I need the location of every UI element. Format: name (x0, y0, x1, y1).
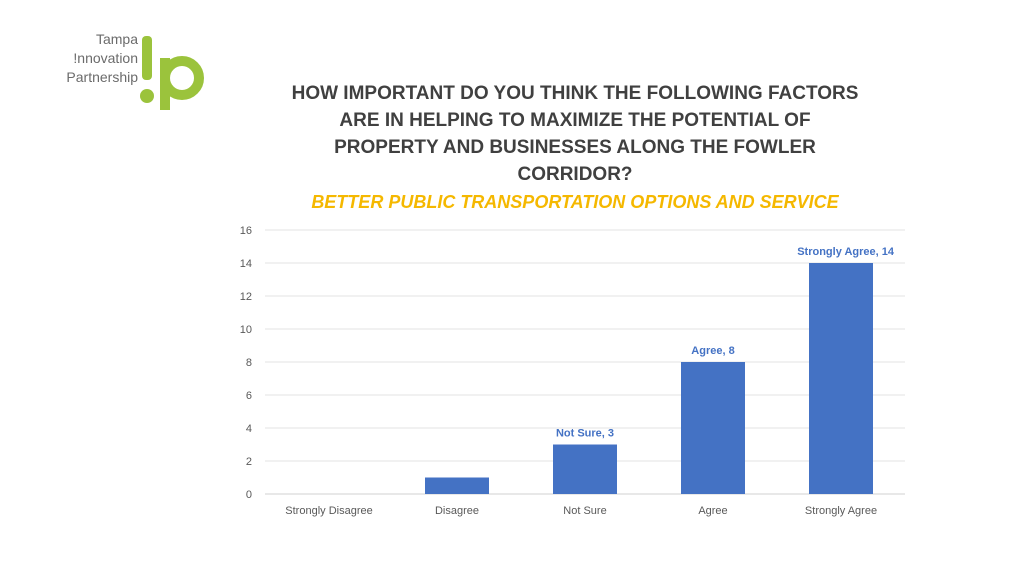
y-tick-label: 16 (240, 225, 252, 237)
x-category-label: Strongly Disagree (285, 505, 372, 517)
logo: Tampa !nnovation Partnership (58, 30, 208, 110)
data-label: Not Sure, 3 (556, 428, 614, 440)
logo-line-partnership: Partnership (66, 69, 138, 85)
x-category-label: Disagree (435, 505, 479, 517)
chart-subtitle: BETTER PUBLIC TRANSPORTATION OPTIONS AND… (311, 192, 839, 212)
y-tick-label: 6 (246, 390, 252, 402)
y-tick-label: 14 (240, 258, 252, 270)
x-category-label: Strongly Agree (805, 505, 877, 517)
logo-line-innovation: !nnovation (73, 50, 138, 66)
y-tick-label: 0 (246, 489, 252, 501)
logo-line-tampa: Tampa (95, 31, 138, 47)
bar (553, 444, 617, 494)
data-label: Strongly Agree, 14 (797, 246, 895, 258)
y-tick-label: 4 (246, 423, 252, 435)
bar (681, 362, 745, 494)
y-tick-label: 8 (246, 357, 252, 369)
y-tick-label: 12 (240, 291, 252, 303)
y-tick-label: 2 (246, 456, 252, 468)
bar (809, 263, 873, 494)
logo-ip-mark-icon (140, 36, 204, 110)
x-category-label: Not Sure (563, 505, 606, 517)
x-category-label: Agree (698, 505, 727, 517)
logo-text: Tampa !nnovation Partnership (66, 30, 138, 87)
y-tick-label: 10 (240, 324, 252, 336)
chart-title: HOW IMPORTANT DO YOU THINK THE FOLLOWING… (291, 83, 859, 185)
data-label: Agree, 8 (691, 345, 734, 357)
bar (425, 477, 489, 494)
